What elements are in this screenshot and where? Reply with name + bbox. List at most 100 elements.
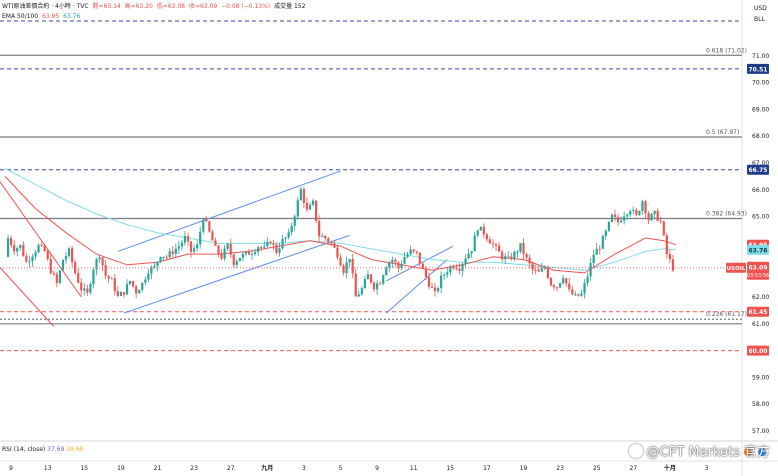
candle-body[interactable] — [501, 251, 504, 260]
candle-body[interactable] — [40, 244, 43, 246]
candle-body[interactable] — [232, 254, 235, 265]
candle-body[interactable] — [583, 283, 586, 294]
candle-body[interactable] — [552, 285, 556, 288]
candle-body[interactable] — [427, 276, 431, 287]
candle-body[interactable] — [77, 273, 80, 283]
candle-body[interactable] — [153, 266, 156, 268]
candle-body[interactable] — [623, 216, 626, 221]
candle-body[interactable] — [183, 236, 187, 243]
last-price-tag[interactable] — [747, 261, 769, 280]
candle-body[interactable] — [132, 280, 135, 287]
candle-body[interactable] — [376, 283, 379, 290]
candle-body[interactable] — [321, 235, 324, 237]
candle-body[interactable] — [379, 283, 382, 285]
candle-body[interactable] — [336, 247, 339, 258]
candle-body[interactable] — [488, 239, 492, 244]
candle-body[interactable] — [464, 258, 467, 264]
candle-body[interactable] — [455, 267, 458, 269]
candle-body[interactable] — [525, 254, 528, 258]
candle-body[interactable] — [418, 252, 421, 264]
candle-body[interactable] — [555, 287, 559, 289]
candle-body[interactable] — [626, 214, 629, 217]
candle-body[interactable] — [644, 201, 647, 214]
candle-body[interactable] — [214, 240, 217, 246]
candle-body[interactable] — [113, 278, 116, 292]
candle-body[interactable] — [89, 284, 92, 293]
candle-body[interactable] — [52, 273, 55, 275]
candle-body[interactable] — [354, 273, 357, 297]
candle-body[interactable] — [534, 269, 537, 271]
candle-body[interactable] — [269, 241, 272, 244]
candle-body[interactable] — [650, 214, 653, 221]
candle-body[interactable] — [638, 211, 641, 215]
price-tag-61-45[interactable] — [747, 306, 769, 317]
candle-body[interactable] — [110, 278, 113, 280]
candle-body[interactable] — [549, 277, 553, 286]
candle-body[interactable] — [632, 209, 635, 212]
candle-body[interactable] — [635, 209, 638, 215]
candle-body[interactable] — [116, 291, 119, 296]
candle-body[interactable] — [424, 268, 427, 277]
candle-body[interactable] — [28, 261, 31, 263]
candle-body[interactable] — [302, 189, 305, 203]
candle-body[interactable] — [92, 269, 95, 285]
candle-body[interactable] — [16, 248, 19, 252]
candle-body[interactable] — [217, 245, 220, 254]
candle-body[interactable] — [241, 253, 244, 258]
candle-body[interactable] — [467, 253, 470, 259]
candle-body[interactable] — [595, 248, 598, 255]
candle-body[interactable] — [150, 267, 153, 274]
candle-body[interactable] — [513, 252, 516, 259]
candle-body[interactable] — [311, 200, 315, 205]
candle-body[interactable] — [180, 242, 183, 247]
candle-body[interactable] — [278, 248, 281, 253]
candle-body[interactable] — [559, 283, 562, 288]
candle-body[interactable] — [476, 230, 479, 236]
candle-body[interactable] — [199, 231, 202, 245]
candle-body[interactable] — [205, 219, 208, 222]
candle-body[interactable] — [577, 294, 580, 296]
ema-legend[interactable]: EMA 50/100 63.95 63.76 — [2, 13, 82, 21]
price-tag-66-75[interactable] — [747, 164, 769, 175]
candle-body[interactable] — [296, 200, 299, 217]
candle-body[interactable] — [196, 244, 199, 249]
candle-body[interactable] — [385, 267, 388, 276]
candle-body[interactable] — [571, 289, 574, 295]
candle-body[interactable] — [211, 231, 214, 241]
candle-body[interactable] — [101, 257, 104, 266]
candle-body[interactable] — [247, 251, 251, 255]
candle-body[interactable] — [104, 265, 107, 276]
candle-body[interactable] — [257, 247, 260, 252]
symbol-title[interactable]: WTI原油差價合約 · 4小時 · TVC — [2, 3, 89, 10]
candle-body[interactable] — [324, 235, 327, 239]
candle-body[interactable] — [220, 253, 223, 259]
candle-body[interactable] — [174, 248, 177, 254]
candle-body[interactable] — [287, 232, 290, 238]
candle-body[interactable] — [562, 278, 565, 284]
alert-icon[interactable] — [744, 448, 752, 456]
candle-body[interactable] — [400, 263, 403, 268]
candle-body[interactable] — [330, 242, 333, 244]
down-trendline-1[interactable] — [0, 181, 82, 298]
candle-body[interactable] — [580, 293, 583, 296]
symbol-badge[interactable] — [726, 262, 746, 273]
candle-body[interactable] — [531, 263, 534, 270]
candle-body[interactable] — [266, 241, 269, 247]
candle-body[interactable] — [543, 267, 546, 269]
candle-body[interactable] — [71, 248, 74, 263]
candle-body[interactable] — [25, 255, 28, 262]
candle-body[interactable] — [189, 241, 193, 252]
candle-body[interactable] — [98, 257, 101, 260]
candle-body[interactable] — [208, 221, 211, 232]
down-trendline-2[interactable] — [0, 267, 55, 327]
candle-body[interactable] — [263, 246, 266, 248]
price-tag-60-00[interactable] — [747, 345, 769, 356]
candle-body[interactable] — [83, 288, 86, 291]
candle-body[interactable] — [437, 288, 440, 292]
candle-body[interactable] — [592, 254, 595, 264]
candle-body[interactable] — [586, 276, 589, 284]
candle-body[interactable] — [394, 259, 397, 263]
candle-body[interactable] — [665, 235, 668, 255]
candle-body[interactable] — [647, 213, 650, 221]
